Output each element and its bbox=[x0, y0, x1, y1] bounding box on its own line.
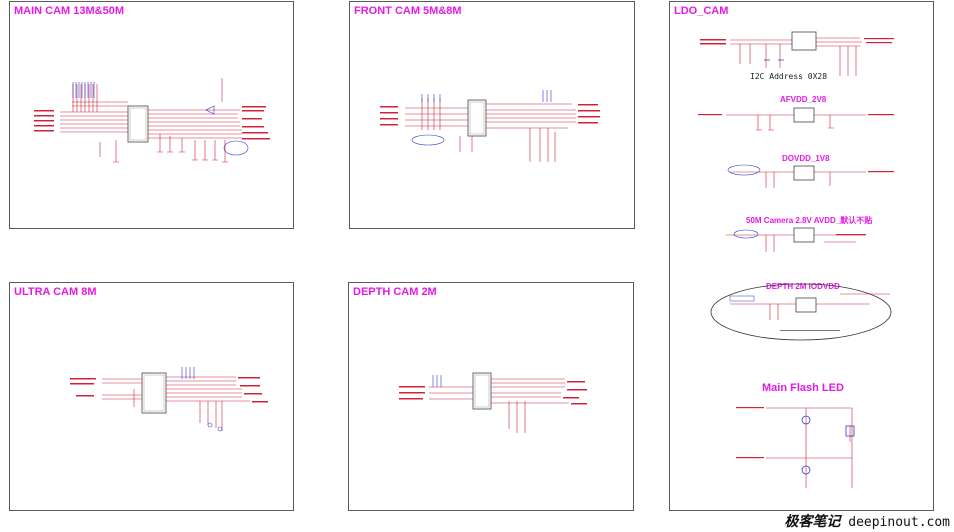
depth-cam-net-labels bbox=[399, 381, 587, 405]
front-cam-highlight bbox=[411, 134, 445, 146]
watermark-brand: 极客笔记 bbox=[784, 514, 841, 530]
front-cam-title: FRONT CAM 5M&8M bbox=[354, 5, 462, 17]
main-cam-wires bbox=[60, 78, 242, 162]
ultra-cam-panel: ULTRA CAM 8M bbox=[9, 282, 294, 511]
depth-cam-connector bbox=[472, 372, 492, 410]
avdd-50m-regulator bbox=[726, 227, 866, 252]
main-cam-highlight bbox=[223, 140, 249, 156]
front-cam-schematic bbox=[380, 90, 600, 162]
dovdd-title: DOVDD_1V8 bbox=[782, 154, 830, 163]
ldo-cam-panel: LDO_CAM I2C Address 0X28 AFVDD_2V8 DOVDD… bbox=[669, 1, 934, 511]
ultra-cam-wires bbox=[102, 376, 250, 431]
afvdd-title: AFVDD_2V8 bbox=[780, 95, 827, 104]
i2c-address-note: I2C Address 0X28 bbox=[750, 72, 828, 81]
depth-iodvdd-title: DEPTH 2M IODVDD bbox=[766, 282, 840, 291]
ultra-cam-nets bbox=[181, 367, 223, 432]
watermark-domain: deepinout.com bbox=[848, 515, 950, 530]
main-cam-net-labels bbox=[34, 106, 270, 140]
front-cam-nets bbox=[421, 90, 552, 102]
main-cam-title: MAIN CAM 13M&50M bbox=[14, 5, 125, 17]
main-flash-circuit bbox=[736, 407, 855, 488]
ultra-cam-title: ULTRA CAM 8M bbox=[14, 286, 97, 298]
ultra-cam-connector bbox=[141, 372, 167, 414]
dovdd-regulator bbox=[727, 164, 894, 188]
ultra-cam-schematic bbox=[70, 367, 268, 432]
depth-iodvdd-regulator bbox=[710, 283, 892, 341]
depth-cam-schematic bbox=[399, 372, 587, 433]
main-cam-nets bbox=[72, 82, 215, 115]
afvdd-regulator bbox=[698, 107, 894, 131]
main-cam-panel: MAIN CAM 13M&50M bbox=[9, 1, 294, 229]
main-flash-title: Main Flash LED bbox=[762, 382, 844, 394]
depth-cam-title: DEPTH CAM 2M bbox=[353, 286, 437, 298]
front-cam-panel: FRONT CAM 5M&8M bbox=[349, 1, 635, 229]
main-cam-grounds bbox=[113, 151, 228, 163]
avdd-50m-title: 50M Camera 2.8V AVDD_默认不贴 bbox=[746, 216, 873, 225]
depth-cam-nets bbox=[432, 375, 442, 387]
front-cam-net-labels bbox=[380, 104, 600, 126]
ultra-cam-net-labels bbox=[70, 377, 268, 403]
front-cam-connector bbox=[467, 99, 487, 137]
watermark: 极客笔记 deepinout.com bbox=[784, 511, 950, 531]
ldo-top-block bbox=[700, 31, 894, 76]
ldo-cam-schematic bbox=[698, 31, 894, 488]
main-cam-connector bbox=[127, 105, 149, 143]
depth-cam-wires bbox=[429, 378, 569, 433]
ldo-cam-title: LDO_CAM bbox=[674, 5, 729, 17]
front-cam-wires bbox=[405, 98, 576, 162]
depth-cam-panel: DEPTH CAM 2M bbox=[348, 282, 634, 511]
main-cam-schematic bbox=[34, 78, 270, 163]
